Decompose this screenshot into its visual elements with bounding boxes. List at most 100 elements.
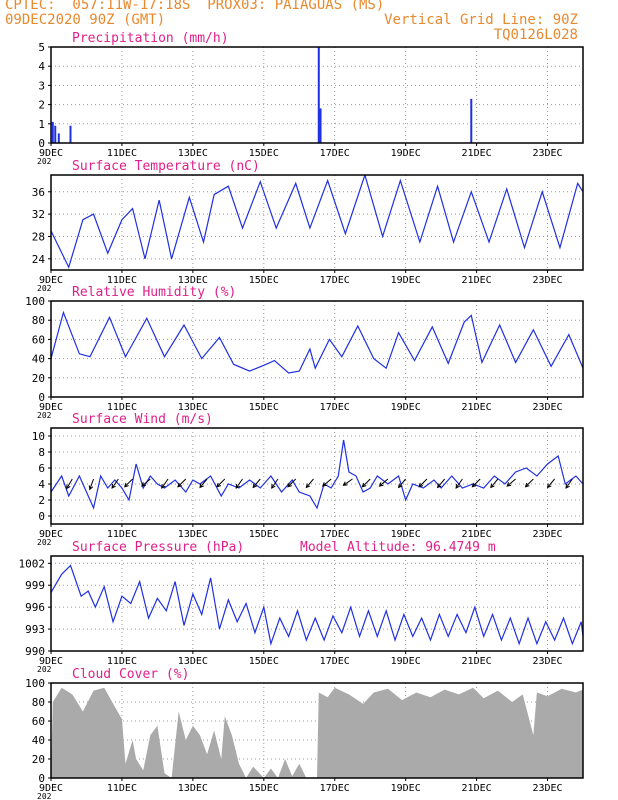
x-tick-label: 13DEC: [178, 783, 208, 794]
y-tick-label: 999: [25, 579, 45, 592]
x-tick-label: 11DEC: [107, 148, 137, 159]
cloud-cover-area: [51, 687, 583, 778]
wind-arrow: [287, 478, 297, 488]
y-tick-label: 40: [32, 734, 45, 747]
wind-arrow-head: [161, 483, 166, 489]
y-tick-label: 2: [38, 99, 45, 112]
y-tick-label: 2: [38, 494, 45, 507]
x-tick-label: 19DEC: [391, 783, 421, 794]
precip-bar: [57, 133, 60, 143]
x-tick-label: 21DEC: [462, 783, 492, 794]
wind-arrow: [271, 478, 279, 489]
x-tick-label: 9DEC: [39, 402, 63, 413]
wind-arrow: [398, 478, 407, 488]
x-tick-label: 21DEC: [462, 656, 492, 667]
wind-arrow-head: [124, 482, 129, 488]
wind-arrow: [547, 478, 556, 488]
wind-arrow-head: [546, 483, 552, 489]
panel-4: [48, 427, 584, 527]
x-tick-label: 15DEC: [249, 275, 279, 286]
x-tick-label: 23DEC: [532, 783, 562, 794]
x-tick-label: 17DEC: [320, 402, 350, 413]
wind-arrow: [66, 478, 73, 489]
x-tick-label: 19DEC: [391, 148, 421, 159]
y-tick-label: 0: [38, 137, 45, 150]
wind-arrow-head: [342, 481, 348, 486]
x-tick-label: 11DEC: [107, 656, 137, 667]
wind-arrow-head: [321, 482, 327, 487]
panel-title: Relative Humidity (%): [72, 285, 236, 300]
wind-arrow: [252, 478, 261, 488]
x-tick-label: 15DEC: [249, 656, 279, 667]
precip-bar: [51, 121, 54, 143]
x-tick-label: 13DEC: [178, 402, 208, 413]
wind-arrow: [322, 478, 332, 487]
x-tick-label: 15DEC: [249, 148, 279, 159]
y-tick-label: 100: [25, 677, 45, 690]
wind-arrow: [177, 478, 187, 488]
panel-title: Cloud Cover (%): [72, 667, 189, 682]
x-tick-label: 15DEC: [249, 529, 279, 540]
wind-arrow-head: [436, 483, 442, 489]
wind-arrow: [89, 478, 95, 490]
x-tick-label: 13DEC: [178, 656, 208, 667]
x-tick-label: 21DEC: [462, 275, 492, 286]
y-tick-label: 8: [38, 446, 45, 459]
x-tick-label: 23DEC: [532, 656, 562, 667]
panel-annotation: Model Altitude: 96.4749 m: [300, 540, 496, 555]
x-tick-label: 17DEC: [320, 148, 350, 159]
wind-arrow-head: [490, 483, 495, 489]
x-tick-label: 17DEC: [320, 656, 350, 667]
x-tick-label: 9DEC: [39, 148, 63, 159]
grid-line-note: Vertical Grid Line: 90Z: [384, 12, 578, 28]
wind-arrow: [141, 478, 151, 487]
y-tick-label: 60: [32, 715, 45, 728]
wind-arrow-head: [177, 482, 182, 488]
panel-frame: [50, 682, 584, 779]
y-tick-label: 20: [32, 372, 45, 385]
series-line: [51, 439, 583, 510]
x-tick-label: 11DEC: [107, 783, 137, 794]
wind-arrow: [216, 478, 226, 488]
y-tick-label: 990: [25, 645, 45, 658]
wind-arrow: [525, 478, 534, 488]
y-tick-label: 0: [38, 772, 45, 785]
x-tick-label: 11DEC: [107, 275, 137, 286]
wind-arrow-head: [397, 483, 403, 489]
x-year-label: 202: [37, 157, 52, 166]
wind-arrow: [305, 478, 314, 488]
wind-arrow-head: [235, 483, 241, 489]
wind-arrow-head: [252, 483, 258, 489]
model-code: TQ0126L028: [493, 27, 578, 43]
x-tick-label: 21DEC: [462, 402, 492, 413]
x-year-label: 202: [37, 284, 52, 293]
panel-frame: [50, 427, 584, 525]
y-tick-label: 3: [38, 79, 45, 92]
panel-title: Precipitation (mm/h): [72, 31, 229, 46]
x-tick-label: 23DEC: [532, 275, 562, 286]
wind-arrow: [472, 478, 481, 488]
wind-arrow-head: [305, 483, 311, 489]
series-line: [51, 310, 583, 374]
series-line: [51, 175, 583, 269]
panel-3: [48, 300, 584, 400]
panel-2: [48, 174, 584, 273]
y-tick-label: 40: [32, 353, 45, 366]
x-tick-label: 19DEC: [391, 402, 421, 413]
panel-frame: [50, 555, 584, 652]
y-tick-label: 80: [32, 696, 45, 709]
x-tick-label: 9DEC: [39, 656, 63, 667]
x-tick-label: 23DEC: [532, 402, 562, 413]
wind-arrow-head: [271, 483, 276, 489]
y-tick-label: 32: [32, 208, 45, 221]
wind-arrow-head: [506, 482, 512, 487]
x-tick-label: 13DEC: [178, 275, 208, 286]
panel-frame: [50, 300, 584, 398]
x-tick-label: 9DEC: [39, 275, 63, 286]
x-tick-label: 17DEC: [320, 529, 350, 540]
y-tick-label: 996: [25, 601, 45, 614]
x-tick-label: 21DEC: [462, 148, 492, 159]
wind-arrow: [235, 478, 243, 489]
x-tick-label: 23DEC: [532, 148, 562, 159]
